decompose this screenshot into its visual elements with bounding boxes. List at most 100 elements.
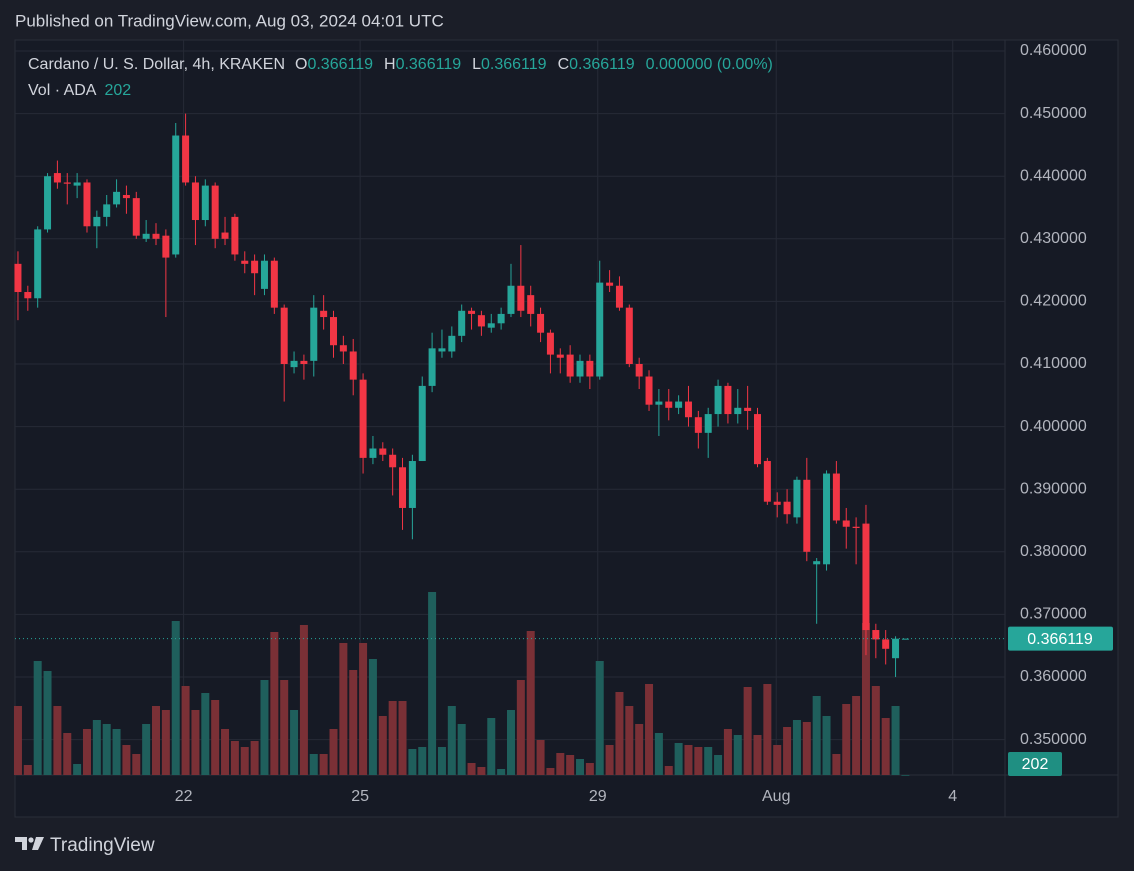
logo-part	[15, 837, 27, 850]
y-tick-label: 0.460000	[1020, 42, 1087, 59]
legend-key: L	[472, 56, 481, 73]
volume-bar	[605, 745, 614, 775]
volume-legend-title: Vol · ADA	[28, 82, 97, 99]
volume-bar	[13, 706, 22, 775]
volume-bar	[792, 720, 801, 775]
candle-body	[162, 235, 170, 258]
candle-body	[606, 282, 614, 286]
candle-body	[458, 310, 466, 336]
volume-bar	[102, 724, 111, 775]
candle-body	[537, 313, 545, 333]
y-tick-label: 0.360000	[1020, 668, 1087, 685]
volume-bar	[191, 710, 200, 775]
candle-body	[823, 473, 831, 565]
volume-bar	[625, 706, 634, 775]
volume-bar	[516, 680, 525, 775]
x-tick-label: 4	[948, 788, 957, 805]
candle-body	[862, 523, 870, 631]
x-tick-label: Aug	[762, 788, 790, 805]
volume-bar	[152, 706, 161, 775]
volume-bar	[743, 687, 752, 775]
candle-body	[103, 204, 111, 217]
candle-body	[497, 313, 505, 324]
volume-bar	[230, 741, 239, 775]
volume-bar	[615, 692, 624, 775]
candle-body	[813, 561, 821, 565]
candle-body	[349, 351, 357, 380]
candle-body	[329, 317, 337, 346]
candle-body	[241, 260, 249, 264]
volume-bar	[378, 716, 387, 775]
candle-body	[842, 520, 850, 527]
volume-bar	[319, 754, 328, 775]
candle-body	[754, 414, 761, 465]
volume-bar	[447, 706, 456, 775]
candle-body	[53, 173, 61, 183]
volume-bar	[368, 659, 377, 775]
candle-body	[182, 135, 190, 183]
volume-bar	[556, 753, 565, 775]
candle-body	[477, 315, 485, 327]
volume-bar	[290, 710, 299, 775]
volume-bar	[221, 729, 230, 775]
candle-body	[132, 198, 140, 236]
volume-bar	[664, 766, 673, 775]
y-tick-label: 0.400000	[1020, 418, 1087, 435]
y-tick-label: 0.380000	[1020, 543, 1087, 560]
volume-bars	[13, 592, 910, 776]
volume-bar	[783, 727, 792, 775]
volume-bar	[694, 747, 703, 775]
legend-change: 0.000000 (0.00%)	[646, 56, 773, 73]
volume-bar	[398, 701, 407, 775]
volume-bar	[733, 735, 742, 775]
footer-brand: TradingView	[50, 835, 155, 856]
candle-body	[408, 461, 416, 508]
volume-bar	[467, 763, 476, 775]
candle-body	[152, 233, 160, 239]
volume-bar	[418, 747, 427, 775]
candle-body	[655, 401, 663, 405]
volume-bar	[654, 733, 663, 775]
candle-body	[734, 407, 742, 415]
candle-body	[704, 414, 712, 433]
volume-bar	[822, 716, 831, 775]
candle-body	[615, 285, 623, 308]
candle-body	[418, 385, 426, 462]
volume-bar	[112, 729, 121, 775]
candle-body	[832, 473, 840, 521]
candle-body	[44, 176, 52, 230]
volume-bar	[812, 696, 821, 775]
candle-body	[773, 501, 781, 505]
legend-value: 0.366119	[396, 56, 462, 73]
candle-body	[665, 401, 673, 408]
volume-bar	[763, 684, 772, 775]
volume-bar	[53, 706, 62, 775]
volume-legend-value: 202	[104, 82, 131, 99]
volume-bar	[33, 661, 42, 775]
volume-bar	[714, 755, 723, 775]
candle-body	[221, 232, 229, 239]
y-tick-label: 0.410000	[1020, 355, 1087, 372]
y-tick-label: 0.430000	[1020, 230, 1087, 247]
volume-bar	[674, 743, 683, 775]
volume-bar	[566, 755, 575, 775]
volume-bar	[329, 729, 338, 775]
x-tick-label: 22	[175, 788, 193, 805]
volume-bar	[299, 625, 308, 775]
candle-body	[93, 216, 101, 227]
axes: 0.350000 0.360000 0.370000 0.380000 0.390000…	[15, 42, 1113, 805]
candle-body	[763, 461, 771, 502]
volume-bar	[585, 763, 594, 775]
volume-bar	[852, 696, 861, 775]
volume-bar	[437, 747, 446, 775]
volume-bar	[506, 710, 515, 775]
volume-bar	[477, 767, 486, 775]
candle-body	[270, 260, 278, 308]
volume-bar	[270, 632, 279, 775]
volume-bar	[871, 686, 880, 775]
candles	[14, 113, 909, 677]
last-volume-label: 202	[1022, 756, 1049, 773]
volume-bar	[891, 706, 900, 775]
candle-body	[280, 307, 288, 364]
